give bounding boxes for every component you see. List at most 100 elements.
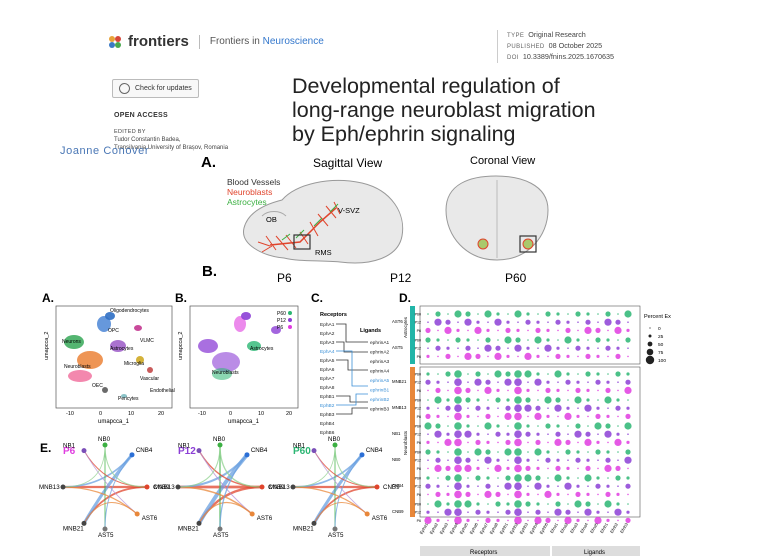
dot-ast5-p60-epha4 [455, 337, 461, 343]
dot-mnb21-p60-efna2 [566, 372, 570, 376]
dot-mnb21-p60-efnb3 [626, 372, 630, 376]
dot-cnb9-p12-ephb6 [547, 511, 549, 513]
dot-ast6-p6-efna3 [577, 329, 579, 332]
edge-nb0-mnb13 [292, 444, 336, 488]
dot-nb0-p6-efnb2 [615, 465, 621, 471]
dot-mnb13-p6-efnb2 [617, 415, 619, 418]
dot-cnb9-p60-efna1 [555, 501, 561, 507]
dot-ast5-p12-epha5 [465, 345, 471, 351]
dot-nb1-p6-efna1 [554, 438, 562, 446]
dot-ast5-p12-epha4 [457, 347, 459, 350]
panel-a-xtick-1: -10 [66, 411, 74, 417]
dot-cnb4-p60-efnb3 [626, 476, 630, 480]
dot-cnb4-p6-efnb2 [616, 492, 620, 496]
title-line-3: by Eph/ephrin signaling [292, 122, 516, 146]
dot-ast5-p6-efna5 [596, 354, 600, 358]
dot-nb0-p6-epha6 [476, 466, 480, 470]
dot-cnb9-p6-epha2 [436, 518, 440, 523]
dot-mnb21-p12-efna1 [557, 381, 559, 384]
dot-ast6-p60-efna3 [575, 311, 581, 317]
dot-ast5-p12-ephb3 [526, 346, 530, 350]
dot-ast5-p12-ephb2 [514, 344, 522, 352]
dot-ast6-p12-efna5 [597, 321, 599, 324]
node-label-mnb21: MNB21 [63, 526, 84, 533]
gene-label-efna5: Efna5 [589, 521, 599, 534]
dot-cnb9-p6-efna1 [557, 519, 559, 522]
dot-nb1-p12-efna1 [555, 431, 561, 437]
dot-ast5-p12-efnb3 [627, 347, 629, 350]
node-nb1 [81, 448, 87, 454]
dot-nb1-p6-efna2 [565, 439, 571, 445]
update-check-icon [119, 83, 130, 94]
frontiers-logo[interactable]: frontiers Frontiers in Neuroscience [108, 33, 324, 50]
node-label-nb1: NB1 [178, 442, 191, 449]
cluster-microglia-blob [136, 356, 144, 364]
dot-mnb21-p12-efnb1 [606, 380, 610, 384]
dot-cnb4-p60-efnb2 [615, 475, 621, 481]
dot-cnb9-p6-ephb1 [507, 519, 509, 522]
dot-nb0-p60-epha8 [497, 451, 499, 453]
dot-nb0-p12-ephb4 [537, 459, 539, 462]
node-ast5 [332, 526, 338, 532]
dot-mnb21-p12-epha7 [485, 379, 491, 385]
b-blob-2 [212, 352, 240, 372]
node-label-cnb9: CNB9 [383, 484, 400, 491]
dot-ast5-p60-epha8 [497, 339, 499, 341]
dot-ast5-p60-epha5 [466, 338, 470, 342]
dot-mnb13-p12-epha4 [454, 404, 462, 413]
dot-mnb13-p6-efna1 [557, 415, 559, 418]
dot-cnb4-p6-ephb2 [514, 490, 522, 499]
b-label-astrocytes: Astrocytes [250, 346, 274, 352]
dot-mnb13-p12-efnb1 [607, 407, 609, 410]
dot-ast6-p6-epha7 [486, 328, 490, 332]
dot-mnb21-p6-efna1 [556, 388, 560, 392]
dot-cnb4-p60-efna2 [566, 476, 570, 480]
dot-cnb9-p6-efna4 [587, 519, 589, 522]
dot-cnb9-p6-ephb2 [514, 516, 522, 525]
panel-e-letter: E. [40, 441, 51, 455]
dot-cnb9-p6-epha4 [454, 516, 462, 525]
dot-ast5-p12-epha6 [477, 347, 479, 350]
dot-nb1-p60-efna3 [575, 423, 581, 429]
check-for-updates-button[interactable]: Check for updates [112, 79, 199, 98]
dot-nb0-p6-ephb6 [547, 467, 549, 470]
panel-d-gene-labels: Epha1 Epha2 Epha3 Epha4 Epha5 Epha6 Epha7 Epha8… [418, 521, 629, 535]
node-cnb4 [244, 452, 250, 458]
dot-ast6-p6-efnb2 [614, 326, 622, 334]
meta-doi[interactable]: DOI 10.3389/fnins.2025.1670635 [507, 52, 614, 63]
dot-nb1-p6-efna5 [596, 440, 600, 444]
dot-ast6-p12-ephb6 [547, 321, 549, 324]
ligand-ephrina1: ephrinA1 [370, 340, 390, 346]
node-cnb9 [374, 484, 380, 490]
panel-d-dots [424, 310, 632, 525]
dot-nb1-p60-ephb1 [507, 425, 509, 427]
dot-ast5-p6-ephb4 [536, 354, 540, 358]
dot-ast5-p12-efnb2 [616, 346, 620, 350]
sagittal-roi-box [293, 234, 311, 250]
dot-mnb21-p12-ephb2 [514, 378, 522, 387]
dot-ast6-p6-epha8 [497, 329, 499, 332]
node-label-ast6: AST6 [372, 515, 388, 522]
dot-cnb9-p12-epha3 [444, 508, 452, 516]
row-timepoint-nb1-p6: P6 [417, 441, 421, 445]
dot-nb1-p60-epha3 [447, 425, 449, 427]
dot-ast6-p12-ephb4 [536, 320, 540, 324]
dot-cnb9-p12-epha4 [454, 508, 462, 516]
node-label-nb0: NB0 [213, 436, 226, 443]
dot-nb1-p6-efnb1 [607, 441, 609, 444]
dot-nb0-p60-ephb2 [514, 448, 522, 456]
node-ast5 [102, 526, 108, 532]
gene-label-epha7: Epha7 [478, 521, 489, 535]
row-cluster-mnb21: MNB21 [392, 379, 407, 384]
dot-cnb9-p60-ephb2 [514, 500, 522, 508]
dot-cnb4-p6-efnb3 [627, 493, 629, 496]
dot-nb0-p6-ephb4 [536, 466, 540, 470]
dot-mnb21-p60-ephb3 [524, 370, 532, 378]
dot-mnb21-p60-efna3 [577, 373, 579, 375]
dot-mnb21-p12-epha5 [467, 381, 469, 384]
journal-name: Frontiers in Neuroscience [210, 36, 324, 47]
dot-cnb9-p6-efna2 [564, 516, 572, 525]
dot-cnb9-p12-ephb1 [505, 509, 511, 515]
meta-doi-value[interactable]: 10.3389/fnins.2025.1670635 [522, 52, 614, 61]
